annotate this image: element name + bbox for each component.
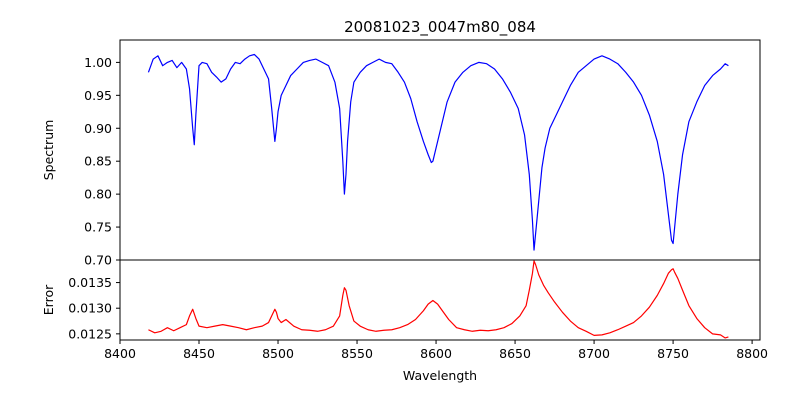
error-axes-frame [119,259,761,341]
spectrum-y-ticks: 0.70 0.75 0.80 0.85 0.90 0.95 1.00 [84,55,120,268]
x-tick-label: 8550 [341,346,373,361]
x-tick-label: 8600 [420,346,452,361]
x-tick-label: 8400 [104,346,136,361]
spectrum-axes-frame [119,39,761,261]
spectrum-y-axis-label: Spectrum [41,120,56,181]
spectrum-y-tick-label: 0.70 [84,253,112,268]
x-tick-label: 8450 [183,346,215,361]
error-y-ticks: 0.0125 0.0130 0.0135 [68,275,120,341]
x-axis-ticks: 8400 8450 8500 8550 8600 8650 8700 8750 8800 [104,340,768,361]
x-tick-label: 8800 [736,346,768,361]
spectrum-line-0 [147,53,729,251]
x-axis-label: Wavelength [403,368,477,383]
spectrum-series [147,53,729,251]
chart-title: 20081023_0047m80_084 [344,18,536,37]
x-tick-label: 8750 [657,346,689,361]
error-line-0 [148,260,729,339]
error-series [148,260,729,339]
spectrum-y-tick-label: 0.95 [84,88,112,103]
spectrum-y-tick-label: 0.90 [84,121,112,136]
spectrum-y-tick-label: 1.00 [84,55,112,70]
x-tick-label: 8500 [262,346,294,361]
spectrum-y-tick-label: 0.75 [84,220,112,235]
spectrum-panel: 0.70 0.75 0.80 0.85 0.90 0.95 1.00 Spectrum [41,39,761,268]
x-tick-label: 8650 [499,346,531,361]
error-y-axis-label: Error [41,284,56,315]
x-tick-label: 8700 [578,346,610,361]
error-panel: 0.0125 0.0130 0.0135 Error [41,259,761,341]
spectrum-y-tick-label: 0.85 [84,154,112,169]
error-y-tick-label: 0.0125 [68,326,112,341]
error-y-tick-label: 0.0130 [68,301,112,316]
spectrum-y-tick-label: 0.80 [84,187,112,202]
error-y-tick-label: 0.0135 [68,275,112,290]
